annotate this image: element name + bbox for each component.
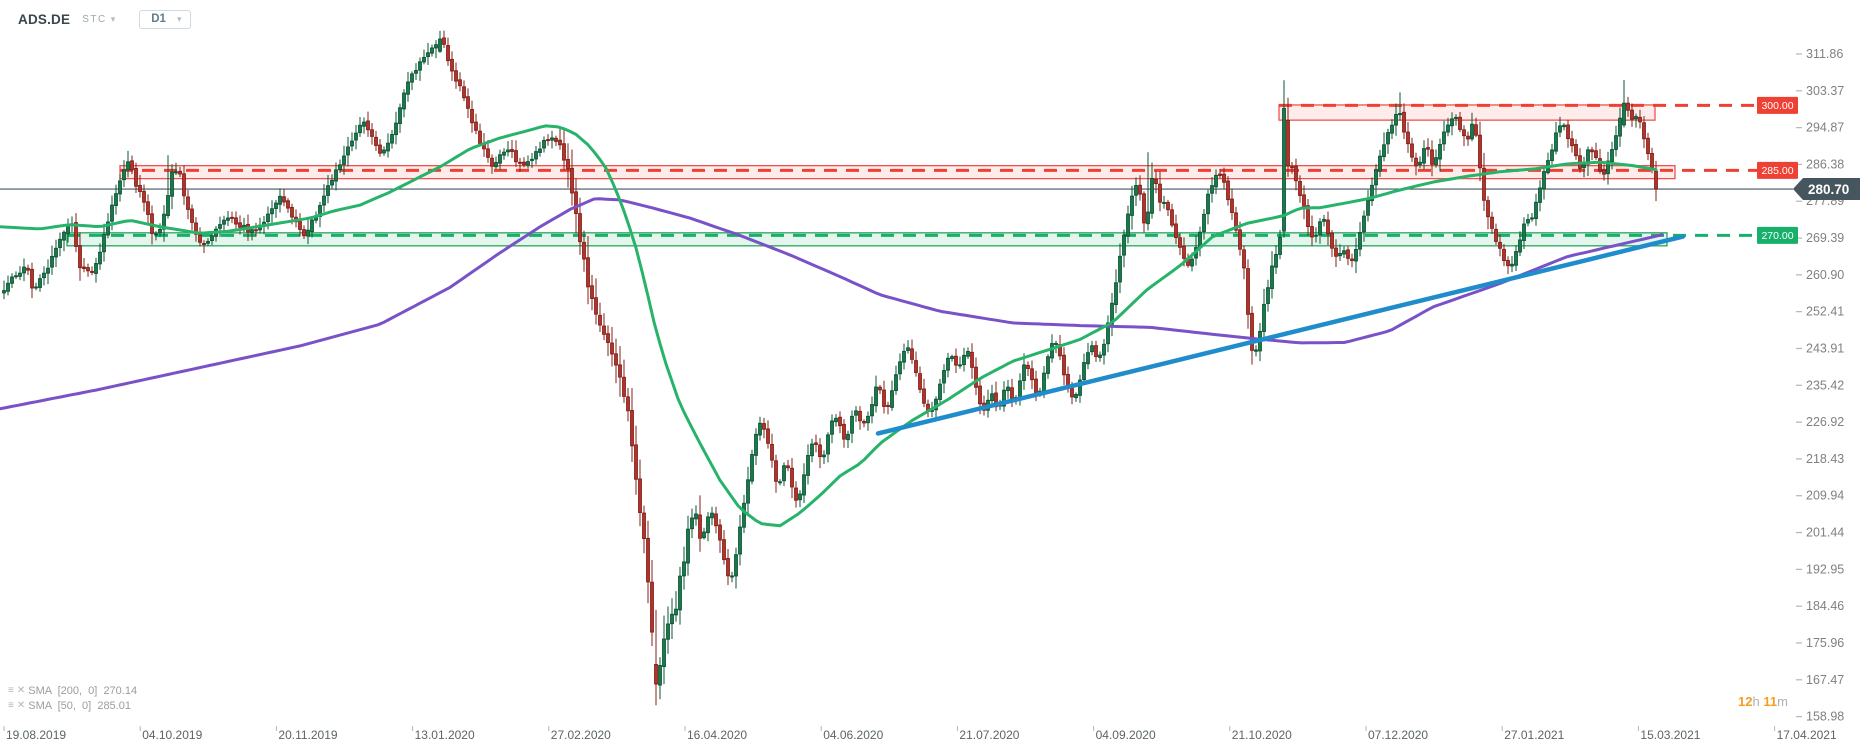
date-axis-label: 04.09.2020: [1096, 728, 1156, 742]
indicator-remove-icon[interactable]: ✕: [16, 685, 26, 696]
bar-countdown-timer: 12h 11m: [1738, 694, 1788, 709]
level-badge-300.00: [1757, 96, 1798, 114]
indicator-remove-icon[interactable]: ✕: [16, 700, 26, 711]
price-badges: 300.00 285.00 270.00 280.70: [1757, 96, 1860, 244]
date-axis-label: 21.07.2020: [959, 728, 1019, 742]
watermark-group: STC ▾: [80, 14, 115, 25]
resistance-zone-300[interactable]: [1278, 104, 1656, 121]
price-axis-label: 286.38: [1806, 157, 1844, 171]
timer-hours-unit: h: [1752, 694, 1764, 709]
date-axis-label: 07.12.2020: [1368, 728, 1428, 742]
price-axis-label: 311.86: [1806, 47, 1843, 61]
level-badge-270.00: [1757, 226, 1798, 244]
date-axis-label: 04.06.2020: [823, 728, 883, 742]
level-badge-text: 300.00: [1761, 100, 1793, 112]
price-axis-label: 303.37: [1806, 84, 1844, 98]
price-axis: 311.86303.37294.87286.38277.89269.39260.…: [1796, 47, 1844, 724]
rising-trendline[interactable]: [875, 234, 1686, 436]
indicator-row-sma50: ≡ ✕ SMA [50, 0] 285.01: [8, 699, 137, 713]
indicator-settings-icon[interactable]: ≡: [8, 685, 14, 696]
sma200-line[interactable]: [0, 197, 1664, 411]
price-axis-label: 184.46: [1806, 599, 1844, 613]
date-axis-label: 15.03.2021: [1640, 728, 1700, 742]
timer-minutes: 11: [1763, 694, 1778, 709]
date-axis-label: 19.08.2019: [6, 728, 66, 742]
level-badge-285.00: [1757, 161, 1798, 179]
price-axis-label: 201.44: [1806, 526, 1844, 540]
price-axis-label: 243.91: [1806, 341, 1844, 355]
candles-layer[interactable]: [2, 30, 1658, 706]
date-axis-label: 16.04.2020: [687, 728, 747, 742]
price-axis-label: 218.43: [1806, 452, 1844, 466]
level-badge-text: 285.00: [1761, 165, 1793, 177]
timeframe-dropdown[interactable]: D1 ▾: [139, 10, 192, 29]
date-axis: 19.08.2019 04.10.2019 20.11.2019 13.01.2020…: [3, 726, 1837, 742]
date-axis-label: 04.10.2019: [142, 728, 202, 742]
date-axis-label: 17.04.2021: [1777, 728, 1837, 742]
price-axis-label: 209.94: [1806, 489, 1844, 503]
date-axis-label: 20.11.2019: [278, 728, 337, 742]
indicator-label: SMA [200, 0] 270.14: [28, 685, 138, 697]
price-axis-label: 294.87: [1806, 121, 1844, 135]
price-axis-label: 235.42: [1806, 378, 1844, 392]
current-price-badge-text: 280.70: [1808, 182, 1849, 197]
chart-header: ADS.DE STC ▾ D1 ▾: [18, 10, 192, 29]
date-axis-label: 27.01.2021: [1504, 728, 1564, 742]
date-axis-label: 27.02.2020: [551, 728, 611, 742]
date-axis-label: 13.01.2020: [415, 728, 475, 742]
chevron-down-icon: ▾: [176, 13, 182, 24]
symbol-label: ADS.DE: [18, 12, 71, 27]
chevron-down-icon: ▾: [110, 14, 116, 24]
timer-minutes-unit: m: [1777, 694, 1788, 709]
price-axis-label: 158.98: [1806, 710, 1844, 724]
indicator-row-sma200: ≡ ✕ SMA [200, 0] 270.14: [8, 684, 137, 698]
price-axis-label: 260.90: [1806, 268, 1844, 282]
timeframe-value: D1: [151, 13, 166, 25]
price-axis-label: 252.41: [1806, 305, 1844, 319]
price-axis-label: 269.39: [1806, 231, 1844, 245]
watermark-label: STC: [82, 14, 107, 25]
price-axis-label: 192.95: [1806, 562, 1844, 576]
timer-hours: 12: [1738, 694, 1753, 709]
indicator-legend: ≡ ✕ SMA [200, 0] 270.14 ≡ ✕ SMA [50, 0] …: [8, 684, 137, 714]
sma50-line[interactable]: [0, 124, 1658, 528]
indicator-label: SMA [50, 0] 285.01: [28, 700, 131, 712]
indicator-settings-icon[interactable]: ≡: [8, 700, 14, 711]
date-axis-label: 21.10.2020: [1232, 728, 1292, 742]
current-price-badge: [1793, 178, 1860, 201]
price-axis-label: 175.96: [1806, 636, 1844, 650]
price-axis-label: 167.47: [1806, 673, 1844, 687]
resistance-zone-285[interactable]: [119, 164, 1676, 180]
price-axis-label: 226.92: [1806, 415, 1844, 429]
level-badge-text: 270.00: [1761, 230, 1793, 242]
